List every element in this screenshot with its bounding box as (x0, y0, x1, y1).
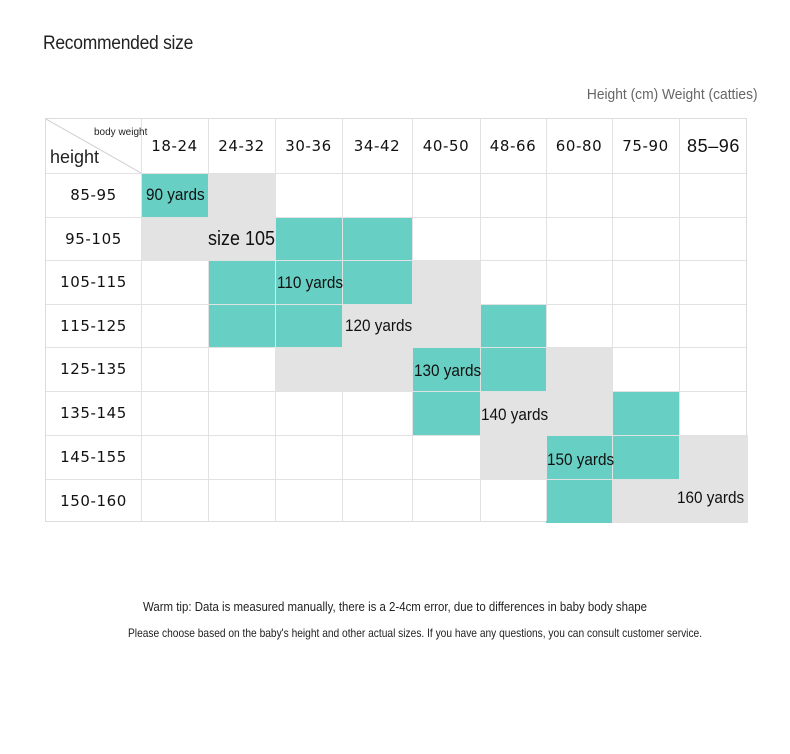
cell-gray (546, 347, 612, 391)
column-header: 30-36 (285, 137, 332, 155)
warm-tip-line1: Warm tip: Data is measured manually, the… (143, 599, 648, 614)
size-label: 110 yards (277, 273, 344, 292)
size-label: 160 yards (677, 488, 745, 507)
column-header: 48-66 (489, 137, 537, 155)
column-header: 40-50 (422, 137, 470, 155)
cell-teal (412, 391, 480, 435)
cell-130 (412, 347, 546, 391)
size-label: 150 yards (547, 450, 615, 469)
size-label: size 105 (208, 228, 276, 250)
row-header: 145-155 (60, 448, 127, 466)
corner-height-label: height (50, 147, 100, 167)
column-header: 18-24 (151, 137, 198, 155)
cell-teal (480, 304, 546, 347)
units-subtitle: Height (cm) Weight (catties) (587, 86, 758, 103)
cell-gray (208, 173, 275, 217)
corner-diagonal (46, 119, 142, 173)
column-header: 85–96 (686, 135, 741, 156)
size-label: 90 yards (146, 185, 205, 204)
warm-tip-line2: Please choose based on the baby's height… (128, 626, 703, 640)
column-header: 24-32 (218, 137, 265, 155)
page-title: Recommended size (43, 33, 194, 54)
cell-gray (679, 435, 748, 479)
size-label: 140 yards (481, 405, 549, 424)
cell-110 (208, 260, 412, 304)
cell-gray (480, 435, 546, 479)
row-header: 150-160 (60, 492, 127, 510)
row-header: 105-115 (60, 273, 127, 291)
cell-gray (275, 347, 412, 391)
cell-105 (275, 217, 412, 260)
cell-160 (612, 479, 748, 523)
column-header: 75-90 (622, 137, 669, 155)
row-header: 115-125 (60, 316, 127, 335)
column-header: 34-42 (353, 137, 401, 155)
corner-weight-label: body weight (94, 127, 148, 138)
row-header: 135-145 (60, 404, 127, 422)
size-label: 130 yards (414, 361, 482, 380)
column-header: 60-80 (555, 137, 603, 155)
size-label: 120 yards (345, 316, 413, 335)
size-chart-table: body weight height 18-24 24-32 30-36 34-… (45, 118, 748, 523)
row-header: 85-95 (70, 186, 117, 204)
cell-120 (342, 304, 480, 347)
cell-teal (612, 391, 679, 435)
cell-gray (412, 260, 480, 304)
row-header: 95-105 (65, 229, 122, 248)
row-header: 125-135 (60, 360, 127, 378)
cell-90 (141, 173, 208, 217)
cell-teal (546, 479, 612, 523)
